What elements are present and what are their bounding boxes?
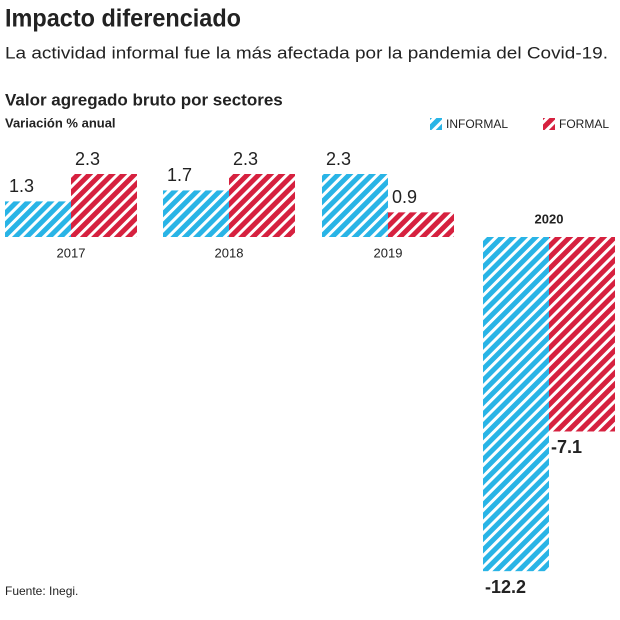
value-label: -12.2 — [485, 577, 526, 597]
legend-swatch — [543, 118, 555, 130]
chart-title: Impacto diferenciado — [5, 5, 241, 33]
bar — [322, 174, 388, 237]
value-label: 2.3 — [233, 149, 258, 169]
value-label: 1.7 — [167, 165, 192, 185]
x-tick-label: 2017 — [57, 245, 86, 260]
legend-swatch — [430, 118, 442, 130]
value-label: 1.3 — [9, 176, 34, 196]
bar — [5, 201, 71, 237]
bar — [71, 174, 137, 237]
x-tick-label: 2020 — [535, 211, 564, 226]
source: Fuente: Inegi. — [5, 584, 78, 598]
bar — [229, 174, 295, 237]
chart-subtitle: La actividad informal fue la más afectad… — [5, 43, 608, 62]
bar — [163, 190, 229, 237]
legend-label: FORMAL — [559, 117, 609, 131]
value-label: -7.1 — [551, 437, 582, 457]
chart-heading: Valor agregado bruto por sectores — [5, 90, 283, 109]
legend-label: INFORMAL — [446, 117, 508, 131]
value-label: 0.9 — [392, 187, 417, 207]
bar — [549, 237, 615, 432]
bar — [483, 237, 549, 572]
x-tick-label: 2019 — [374, 245, 403, 260]
y-axis-label: Variación % anual — [5, 115, 116, 130]
bar — [388, 212, 454, 237]
x-tick-label: 2018 — [215, 245, 244, 260]
value-label: 2.3 — [75, 149, 100, 169]
value-label: 2.3 — [326, 149, 351, 169]
